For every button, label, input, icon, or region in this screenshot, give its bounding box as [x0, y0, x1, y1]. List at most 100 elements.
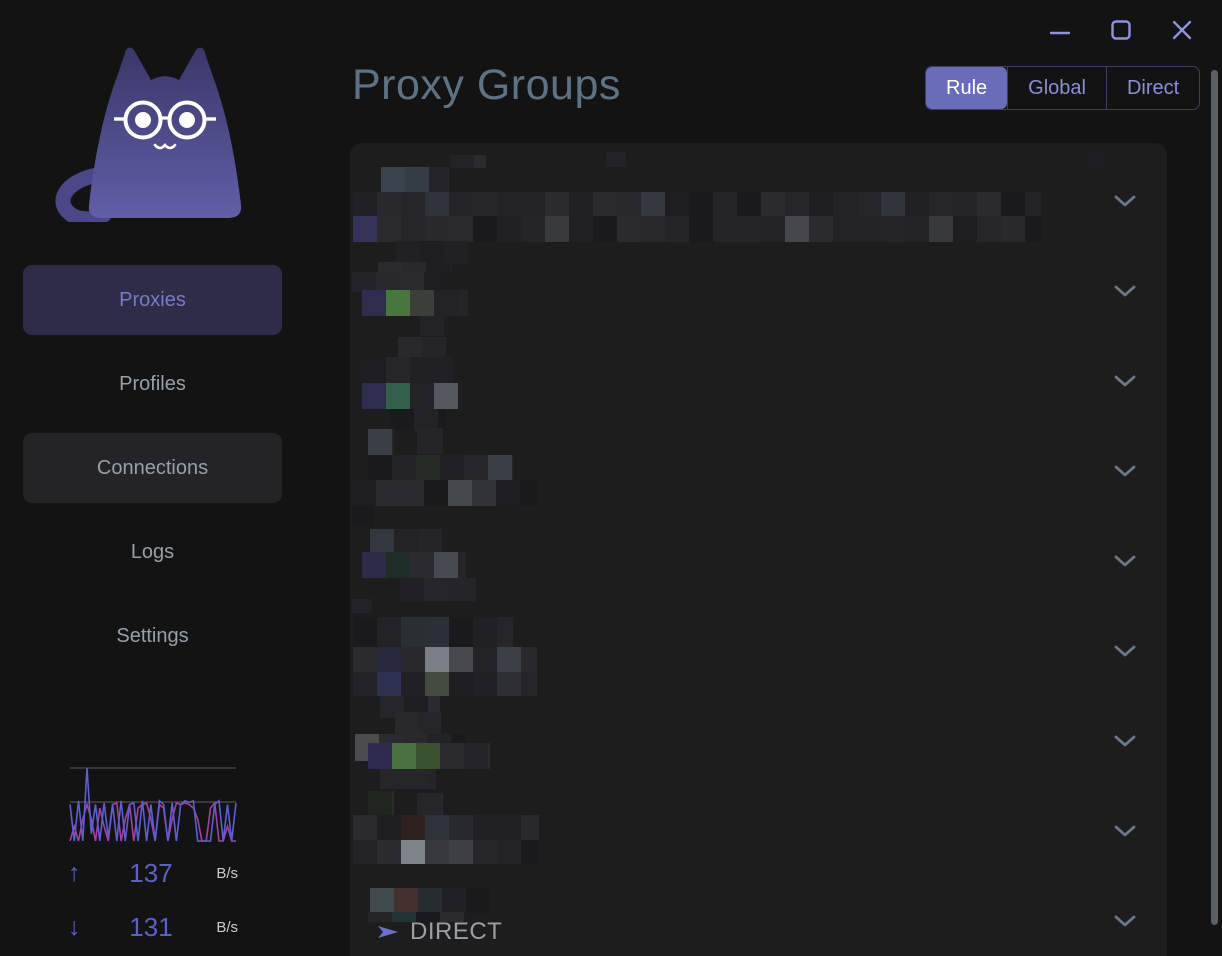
mosaic-cell — [400, 480, 424, 506]
mode-button-rule[interactable]: Rule — [926, 67, 1008, 109]
censored-text-mosaic — [353, 192, 1041, 217]
censored-text-mosaic — [400, 578, 476, 601]
cat-mouth — [153, 142, 177, 150]
mosaic-cell — [401, 192, 425, 217]
censored-text-mosaic — [353, 815, 539, 841]
mosaic-cell — [377, 647, 401, 672]
chevron-down-icon — [1114, 915, 1136, 927]
proxy-group-direct[interactable]: DIRECT — [376, 918, 502, 946]
mosaic-cell — [401, 216, 425, 242]
chevron-down-icon — [1114, 825, 1136, 837]
mosaic-cell — [362, 357, 386, 383]
mosaic-cell — [689, 192, 713, 217]
censored-text-mosaic — [370, 888, 490, 913]
censored-text-mosaic — [368, 912, 468, 922]
mosaic-cell — [496, 480, 520, 506]
expand-group-chevron[interactable] — [1110, 370, 1140, 392]
mosaic-cell — [689, 216, 713, 242]
expand-group-chevron[interactable] — [1110, 820, 1140, 842]
mosaic-cell — [396, 241, 420, 264]
mode-button-direct[interactable]: Direct — [1105, 67, 1199, 109]
sidebar-item-logs[interactable]: Logs — [23, 517, 282, 587]
mosaic-cell — [1001, 216, 1025, 242]
mosaic-cell — [441, 428, 443, 454]
proxy-group-direct-label: DIRECT — [410, 918, 503, 945]
upload-sparkline — [69, 767, 237, 842]
mosaic-cell — [405, 167, 429, 193]
mosaic-cell — [521, 216, 545, 242]
mosaic-cell — [418, 888, 442, 913]
sidebar-item-profiles[interactable]: Profiles — [23, 349, 282, 419]
expand-group-chevron[interactable] — [1110, 190, 1140, 212]
close-button[interactable] — [1162, 14, 1202, 46]
mosaic-cell — [473, 647, 497, 672]
mosaic-cell — [352, 599, 372, 613]
mosaic-cell — [737, 216, 761, 242]
mosaic-cell — [488, 743, 490, 769]
mosaic-cell — [497, 647, 521, 672]
mosaic-cell — [450, 155, 474, 168]
mosaic-cell — [593, 216, 617, 242]
mosaic-cell — [418, 529, 442, 553]
censored-text-mosaic — [390, 409, 446, 431]
mosaic-cell — [368, 455, 392, 481]
sidebar-item-connections[interactable]: Connections — [23, 433, 282, 503]
mosaic-cell — [410, 552, 434, 578]
expand-group-chevron[interactable] — [1110, 730, 1140, 752]
mosaic-cell — [472, 578, 476, 601]
mosaic-cell — [424, 272, 442, 292]
glasses-left-lens — [123, 100, 163, 140]
expand-group-chevron[interactable] — [1110, 550, 1140, 572]
mosaic-cell — [448, 480, 472, 506]
cat-right-eye — [179, 112, 195, 128]
mosaic-cell — [713, 192, 737, 217]
mode-button-global[interactable]: Global — [1007, 67, 1106, 109]
mosaic-cell — [400, 272, 424, 292]
mosaic-cell — [392, 429, 394, 455]
mosaic-cell — [424, 578, 448, 601]
mosaic-cell — [521, 672, 537, 696]
mosaic-cell — [881, 216, 905, 242]
mosaic-cell — [488, 455, 512, 481]
maximize-button[interactable] — [1101, 14, 1141, 46]
mosaic-cell — [377, 672, 401, 696]
mosaic-cell — [473, 815, 497, 841]
download-traffic-row: ↓ 131 B/s — [68, 912, 238, 942]
censored-text-mosaic — [417, 793, 443, 816]
mosaic-cell — [473, 840, 497, 864]
mosaic-cell — [416, 455, 440, 481]
mosaic-cell — [713, 216, 737, 242]
sidebar-item-proxies[interactable]: Proxies — [23, 265, 282, 335]
expand-group-chevron[interactable] — [1110, 460, 1140, 482]
censored-text-mosaic — [352, 505, 374, 527]
expand-group-chevron[interactable] — [1110, 640, 1140, 662]
mosaic-cell — [420, 316, 444, 336]
censored-text-mosaic — [606, 152, 626, 167]
mosaic-cell — [761, 192, 785, 217]
mosaic-cell — [380, 769, 404, 789]
mosaic-cell — [785, 216, 809, 242]
censored-text-mosaic — [370, 529, 450, 553]
mosaic-cell — [458, 552, 466, 578]
mosaic-cell — [497, 216, 521, 242]
mosaic-cell — [362, 290, 386, 316]
mosaic-cell — [953, 216, 977, 242]
mosaic-cell — [410, 383, 434, 409]
mosaic-cell — [440, 455, 464, 481]
mosaic-cell — [410, 357, 434, 383]
expand-group-chevron[interactable] — [1110, 280, 1140, 302]
mosaic-cell — [425, 216, 449, 242]
page-title: Proxy Groups — [352, 61, 621, 109]
minimize-button[interactable] — [1040, 14, 1080, 46]
mosaic-cell — [370, 529, 394, 553]
vertical-scrollbar-thumb[interactable] — [1211, 70, 1218, 925]
mosaic-cell — [386, 357, 410, 383]
mosaic-cell — [1025, 216, 1041, 242]
expand-group-chevron[interactable] — [1110, 910, 1140, 932]
censored-text-mosaic — [378, 262, 452, 274]
censored-text-mosaic — [362, 290, 468, 316]
mosaic-cell — [425, 815, 449, 841]
mosaic-cell — [424, 480, 448, 506]
mosaic-cell — [444, 316, 448, 336]
sidebar-item-settings[interactable]: Settings — [23, 601, 282, 671]
